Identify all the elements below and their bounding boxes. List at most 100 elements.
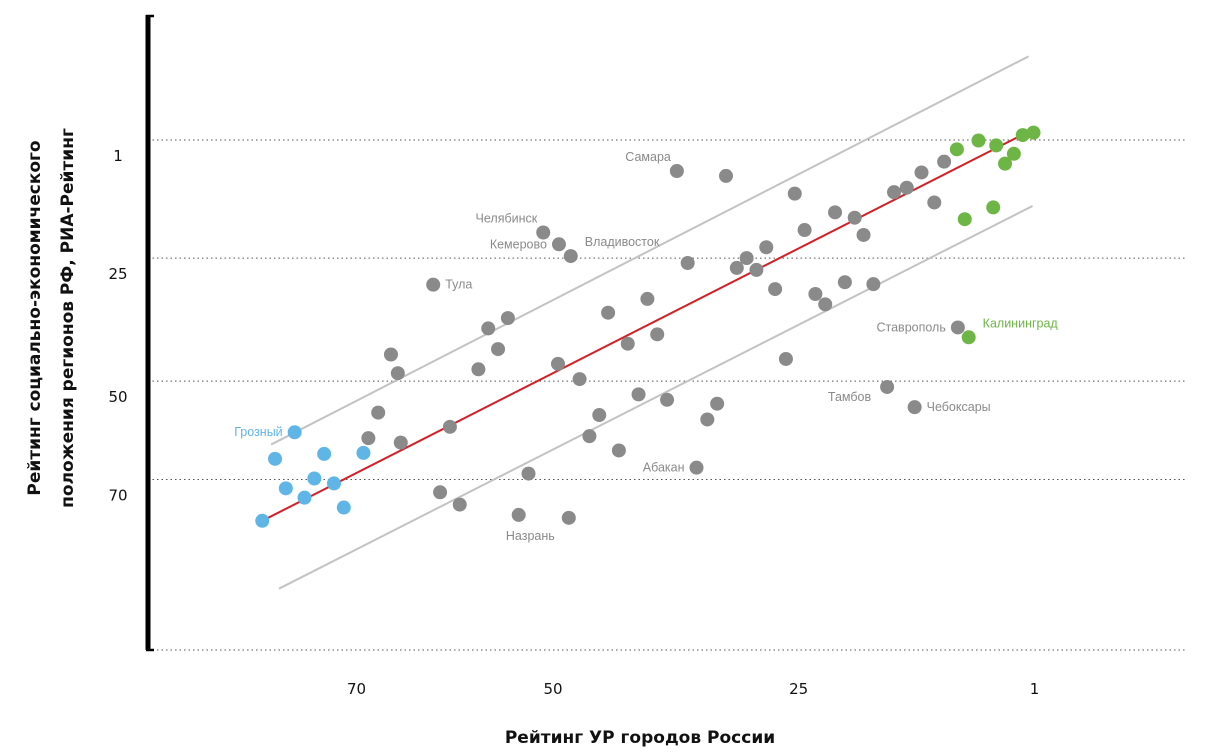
data-point xyxy=(640,291,655,306)
data-point xyxy=(287,425,302,440)
data-point xyxy=(1015,128,1030,143)
data-point xyxy=(307,471,322,486)
data-point xyxy=(426,277,441,292)
data-point xyxy=(390,366,405,381)
data-point xyxy=(572,372,587,387)
data-point xyxy=(680,256,695,270)
band-upper-line xyxy=(270,55,1030,446)
data-point xyxy=(937,154,952,169)
y-axis-title-line-1: Рейтинг социально-экономического xyxy=(25,140,45,495)
data-point xyxy=(452,497,467,512)
data-point xyxy=(899,180,914,195)
point-label: Владивосток xyxy=(585,235,660,249)
data-point xyxy=(700,412,715,427)
data-point xyxy=(856,227,871,242)
point-label: Чебоксары xyxy=(927,400,991,414)
x-tick-label: 25 xyxy=(789,680,808,698)
y-tick-label: 25 xyxy=(108,265,127,283)
data-point xyxy=(550,356,565,371)
data-point xyxy=(582,429,597,444)
data-point xyxy=(536,225,551,240)
data-point xyxy=(880,379,895,394)
point-label: Назрань xyxy=(506,529,555,543)
point-label: Кемерово xyxy=(490,237,547,251)
data-point xyxy=(986,200,1001,215)
data-point xyxy=(442,419,457,434)
data-point xyxy=(326,476,341,491)
data-point xyxy=(383,347,398,362)
y-tick-label: 70 xyxy=(108,486,127,504)
data-point xyxy=(768,282,783,297)
x-tick-label: 50 xyxy=(544,680,563,698)
data-point xyxy=(481,321,496,336)
data-point xyxy=(710,396,725,411)
point-labels: Грозный Назрань Самара Абакан Тамбов Чебоксар… xyxy=(234,150,1058,543)
x-tick-label: 70 xyxy=(347,680,366,698)
data-point xyxy=(356,445,371,460)
data-point xyxy=(989,138,1004,153)
data-point xyxy=(521,466,536,481)
data-point xyxy=(620,336,635,351)
y-axis-title: Рейтинг социально-экономического положен… xyxy=(25,128,78,508)
data-point xyxy=(336,500,351,515)
y-tick-label: 1 xyxy=(113,147,123,165)
data-point xyxy=(393,435,408,450)
data-point xyxy=(818,297,833,312)
data-point xyxy=(511,507,526,522)
data-point xyxy=(828,205,843,220)
data-point xyxy=(749,262,764,277)
point-label: Ставрополь xyxy=(876,320,945,334)
data-point xyxy=(739,251,754,266)
data-point xyxy=(551,237,566,252)
data-point xyxy=(914,165,929,180)
data-point xyxy=(808,286,823,301)
band-lower-line xyxy=(278,205,1033,590)
data-point xyxy=(268,451,283,466)
data-point xyxy=(611,443,626,458)
y-tick-label: 50 xyxy=(108,388,127,406)
data-point xyxy=(797,223,812,238)
data-point xyxy=(759,240,774,255)
data-point xyxy=(660,392,675,407)
data-point xyxy=(957,212,972,227)
data-point xyxy=(669,163,684,178)
x-axis-title: Рейтинг УР городов России xyxy=(505,728,775,748)
point-label: Калининград xyxy=(983,316,1059,330)
data-point xyxy=(971,133,986,148)
y-axis-title-line-2: положения регионов РФ, РИА-Рейтинг xyxy=(58,128,78,508)
data-point xyxy=(837,275,852,290)
data-point xyxy=(718,168,733,183)
data-point xyxy=(255,513,270,528)
data-point xyxy=(729,260,744,275)
point-label: Челябинск xyxy=(476,211,538,225)
data-point xyxy=(471,362,486,377)
data-point xyxy=(866,277,881,292)
data-point xyxy=(561,510,576,525)
data-point xyxy=(491,342,506,357)
point-label: Тамбов xyxy=(828,390,872,404)
data-point xyxy=(778,351,793,366)
point-label: Грозный xyxy=(234,425,282,439)
data-point xyxy=(631,387,646,402)
data-point xyxy=(907,400,922,415)
data-point xyxy=(317,446,332,461)
point-label: Самара xyxy=(625,150,671,164)
data-point xyxy=(787,186,802,201)
point-label: Тула xyxy=(445,278,472,292)
data-point xyxy=(927,195,942,210)
data-point xyxy=(950,320,965,335)
data-point xyxy=(361,431,376,446)
data-point xyxy=(500,311,515,326)
data-point xyxy=(278,481,293,496)
data-point xyxy=(689,460,704,475)
data-point xyxy=(650,327,665,342)
data-point xyxy=(1006,146,1021,161)
data-points xyxy=(255,125,1041,528)
data-point xyxy=(961,330,976,345)
data-point xyxy=(592,408,607,423)
data-point xyxy=(563,249,578,264)
data-point xyxy=(433,485,448,500)
data-point xyxy=(297,490,312,505)
x-tick-label: 1 xyxy=(1030,680,1040,698)
